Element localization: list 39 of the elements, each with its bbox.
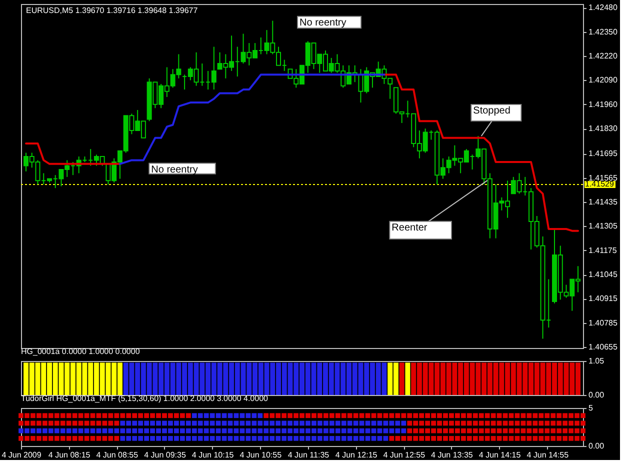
chart-title: EURUSD,M5 1.39670 1.39716 1.39648 1.39677 bbox=[26, 6, 198, 15]
x-tick-label: 4 Jun 12:15 bbox=[335, 450, 378, 460]
y-tick-label: 1.42220 bbox=[588, 52, 618, 61]
x-tick-label: 4 Jun 14:55 bbox=[526, 450, 570, 460]
y-tick-label: 1.41305 bbox=[588, 222, 618, 231]
x-tick-label: 4 Jun 2009 bbox=[2, 450, 42, 460]
annotation: Reenter bbox=[392, 222, 428, 234]
x-tick-label: 4 Jun 14:15 bbox=[478, 450, 522, 460]
y-tick-label: 1.42090 bbox=[588, 76, 618, 85]
y-tick-label: 0.00 bbox=[588, 390, 605, 400]
x-tick-label: 4 Jun 08:15 bbox=[48, 450, 91, 460]
y-tick-label: 1.40915 bbox=[588, 294, 618, 304]
annotation: No reentry bbox=[300, 17, 346, 28]
y-tick-label: 1.05 bbox=[588, 356, 605, 366]
y-tick-label: 1.41695 bbox=[588, 149, 618, 158]
y-tick-label: 1.40655 bbox=[588, 342, 618, 352]
chart-title: TudorGirl HG_0001a_MTF (5,15,30,60) 1.0000 2.0000 3.0000 4.0000 bbox=[21, 394, 269, 403]
annotation: No reentry bbox=[151, 164, 198, 176]
chart-title: HG_0001a 0.0000 1.0000 0.0000 bbox=[21, 347, 140, 356]
x-tick-label: 4 Jun 12:55 bbox=[383, 450, 426, 460]
y-tick-label: 1.40785 bbox=[588, 318, 618, 328]
x-tick-label: 4 Jun 08:55 bbox=[96, 450, 139, 460]
x-tick-label: 4 Jun 13:35 bbox=[431, 450, 474, 460]
y-tick-label: 1.41435 bbox=[588, 198, 618, 207]
x-tick-label: 4 Jun 11:35 bbox=[288, 450, 330, 460]
y-tick-label: 1.42480 bbox=[588, 3, 618, 12]
y-tick-label: 1.41045 bbox=[588, 270, 618, 280]
ref-line-label: 1.41529 bbox=[585, 180, 614, 189]
x-tick-label: 4 Jun 09:35 bbox=[144, 450, 186, 460]
y-tick-label: 5 bbox=[588, 404, 594, 412]
x-tick-label: 4 Jun 10:15 bbox=[192, 450, 234, 460]
y-tick-label: 0.00 bbox=[588, 442, 605, 450]
y-tick-label: 1.41565 bbox=[588, 173, 618, 182]
annotation: Stopped bbox=[473, 105, 510, 116]
x-tick-label: 4 Jun 10:55 bbox=[240, 450, 282, 460]
y-tick-label: 1.41830 bbox=[588, 124, 618, 134]
y-tick-label: 1.41960 bbox=[588, 100, 618, 109]
y-tick-label: 1.42350 bbox=[588, 27, 618, 36]
y-tick-label: 1.41175 bbox=[588, 246, 618, 255]
